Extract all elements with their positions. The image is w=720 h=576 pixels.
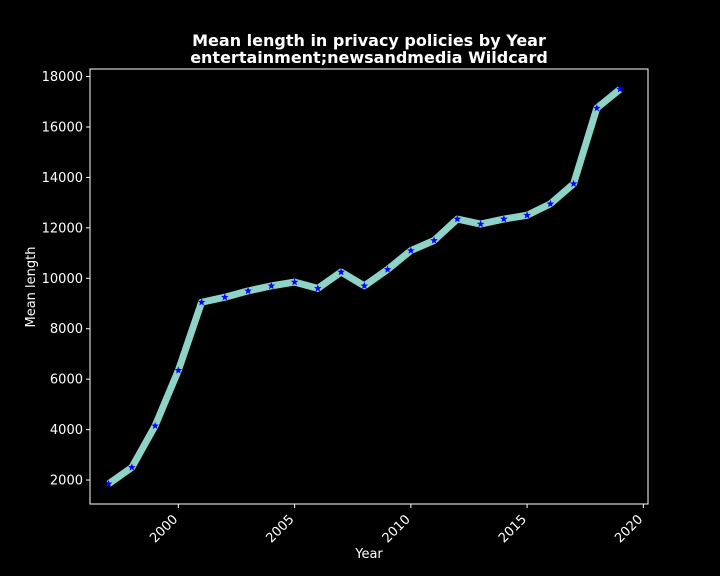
data-point-marker [500, 215, 508, 223]
y-axis-label: Mean length [24, 247, 39, 328]
data-point-marker [267, 281, 276, 290]
series-layer [104, 85, 624, 488]
y-tick-label: 18000 [42, 70, 83, 85]
y-tick-label: 8000 [50, 322, 83, 337]
data-point-marker [221, 293, 229, 301]
y-tick-label: 12000 [42, 221, 83, 236]
data-point-marker [128, 463, 136, 471]
data-point-marker [593, 104, 601, 112]
y-tick-label: 4000 [50, 423, 83, 438]
y-tick-label: 2000 [50, 474, 83, 489]
data-point-marker [430, 236, 438, 244]
data-point-marker [569, 179, 578, 187]
data-point-marker [104, 479, 113, 488]
data-point-marker [476, 220, 485, 228]
data-point-marker [546, 199, 555, 208]
y-tick-label: 10000 [42, 272, 83, 287]
data-point-marker [290, 278, 299, 286]
data-point-marker [407, 246, 415, 254]
plot-frame [89, 68, 649, 505]
data-point-marker [616, 85, 624, 93]
data-point-marker [453, 215, 462, 223]
y-tick-label: 16000 [42, 121, 83, 136]
chart-title-line-1: Mean length in privacy policies by Year [192, 31, 546, 50]
data-point-marker [244, 286, 252, 295]
data-point-marker [523, 211, 531, 219]
y-axis-ticks: 2000 4000 6000 8000 10000 12000 14000 16000 1800… [42, 70, 90, 489]
data-point-marker [174, 366, 183, 374]
data-point-marker [337, 268, 345, 276]
y-tick-label: 14000 [42, 171, 83, 186]
y-tick-label: 6000 [50, 373, 83, 388]
data-point-marker [197, 298, 206, 306]
data-point-marker [314, 284, 322, 292]
chart-title-line-2: entertainment;newsandmedia Wildcard [190, 48, 548, 67]
data-point-marker [383, 265, 392, 273]
data-point-marker [151, 421, 159, 430]
x-axis-label: Year [354, 547, 383, 562]
data-point-marker [360, 281, 369, 290]
